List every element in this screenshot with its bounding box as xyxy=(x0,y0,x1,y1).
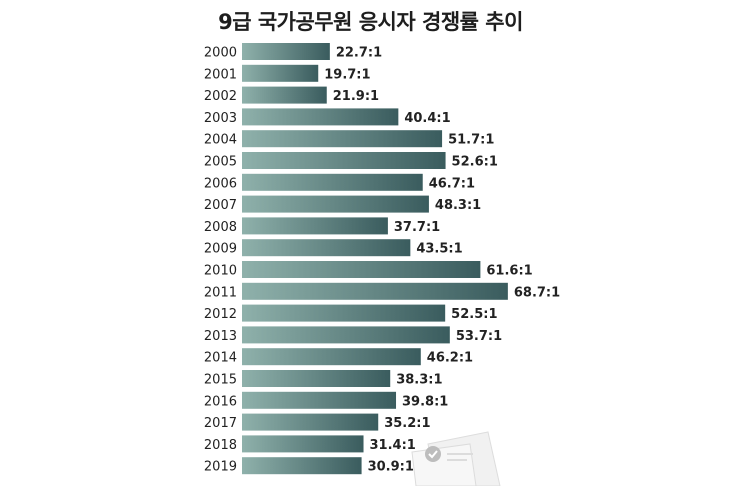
bar xyxy=(242,152,446,169)
data-label: 35.2:1 xyxy=(384,416,430,431)
y-tick-label: 2018 xyxy=(204,438,237,453)
y-tick-label: 2009 xyxy=(204,242,237,257)
data-label: 19.7:1 xyxy=(324,67,370,82)
y-tick-label: 2017 xyxy=(204,416,237,431)
y-tick-label: 2004 xyxy=(204,133,237,148)
bar xyxy=(242,217,388,235)
y-tick-label: 2011 xyxy=(204,285,237,300)
data-label: 61.6:1 xyxy=(486,264,532,279)
chart-title: 9급 국가공무원 응시자 경쟁률 추이 xyxy=(218,10,523,34)
bar xyxy=(242,413,379,431)
data-label: 52.5:1 xyxy=(451,307,497,322)
y-tick-label: 2001 xyxy=(204,67,237,82)
y-tick-label: 2007 xyxy=(204,198,237,213)
bar xyxy=(242,435,364,453)
data-label: 39.8:1 xyxy=(402,394,448,409)
y-tick-label: 2008 xyxy=(204,220,237,235)
bar xyxy=(242,195,429,213)
y-tick-label: 2013 xyxy=(204,329,237,344)
bar xyxy=(242,261,481,278)
data-label: 52.6:1 xyxy=(452,155,498,170)
y-tick-label: 2002 xyxy=(204,89,237,104)
y-tick-label: 2015 xyxy=(204,373,237,388)
document-illustration xyxy=(411,431,501,486)
bar xyxy=(242,304,446,322)
bar xyxy=(242,282,508,300)
data-label: 46.7:1 xyxy=(429,176,475,191)
y-tick-label: 2014 xyxy=(204,351,237,366)
bar xyxy=(242,239,411,257)
bar xyxy=(242,108,399,126)
y-tick-label: 2000 xyxy=(204,46,237,61)
data-label: 51.7:1 xyxy=(448,133,494,148)
data-label: 37.7:1 xyxy=(394,220,440,235)
bar xyxy=(242,326,450,344)
bar xyxy=(242,43,330,60)
data-label: 68.7:1 xyxy=(514,285,560,300)
data-label: 48.3:1 xyxy=(435,198,481,213)
y-tick-label: 2016 xyxy=(204,394,237,409)
bar xyxy=(242,86,327,104)
data-label: 22.7:1 xyxy=(336,46,382,61)
data-label: 21.9:1 xyxy=(333,89,379,104)
y-tick-label: 2012 xyxy=(204,307,237,322)
data-label: 30.9:1 xyxy=(368,460,414,475)
data-label: 38.3:1 xyxy=(396,373,442,388)
data-label: 43.5:1 xyxy=(416,242,462,257)
bar xyxy=(242,348,421,366)
data-label: 31.4:1 xyxy=(370,438,416,453)
y-tick-label: 2010 xyxy=(204,264,237,279)
bar xyxy=(242,370,391,387)
bar xyxy=(242,130,443,148)
bar xyxy=(242,457,362,475)
data-label: 40.4:1 xyxy=(404,111,450,126)
y-tick-label: 2003 xyxy=(204,111,237,126)
data-label: 46.2:1 xyxy=(427,351,473,366)
bar xyxy=(242,391,397,409)
bar xyxy=(242,173,423,191)
y-tick-label: 2019 xyxy=(204,460,237,475)
y-tick-label: 2005 xyxy=(204,155,237,170)
data-label: 53.7:1 xyxy=(456,329,502,344)
bar xyxy=(242,64,319,82)
y-tick-label: 2006 xyxy=(204,176,237,191)
